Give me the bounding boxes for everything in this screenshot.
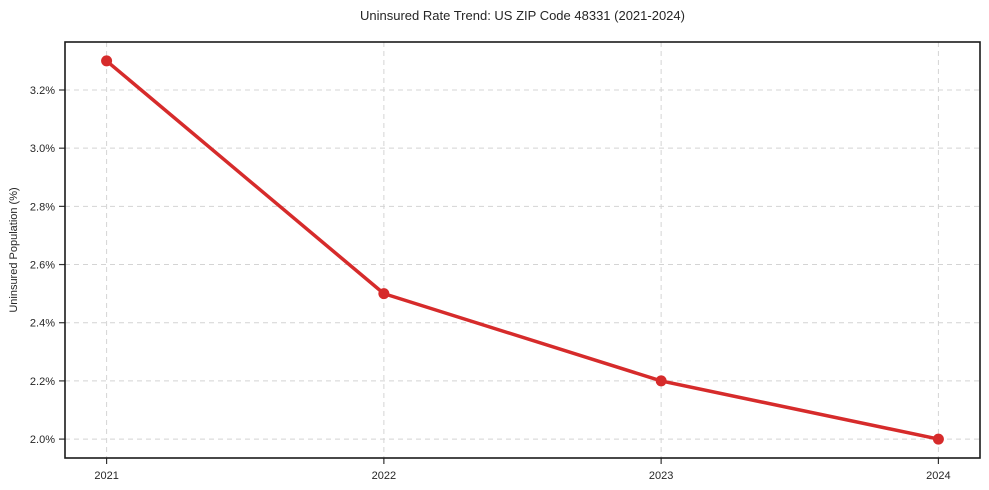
data-point-marker bbox=[655, 375, 667, 387]
x-tick-label: 2022 bbox=[372, 470, 396, 482]
data-point-marker bbox=[378, 288, 390, 300]
x-tick-label: 2024 bbox=[926, 470, 950, 482]
data-point-marker bbox=[101, 55, 113, 67]
y-tick-label: 3.0% bbox=[30, 143, 55, 155]
y-tick-label: 2.4% bbox=[30, 318, 55, 330]
x-tick-label: 2021 bbox=[94, 470, 118, 482]
x-tick-label: 2023 bbox=[649, 470, 673, 482]
y-tick-label: 3.2% bbox=[30, 85, 55, 97]
y-tick-label: 2.0% bbox=[30, 434, 55, 446]
chart-title: Uninsured Rate Trend: US ZIP Code 48331 … bbox=[360, 8, 685, 23]
data-point-marker bbox=[932, 433, 944, 445]
y-tick-label: 2.8% bbox=[30, 201, 55, 213]
y-axis-label-text: Uninsured Population (%) bbox=[8, 187, 20, 313]
plot-border bbox=[64, 41, 981, 459]
y-tick-label: 2.2% bbox=[30, 376, 55, 388]
y-tick-label: 2.6% bbox=[30, 260, 55, 272]
trend-line bbox=[104, 59, 941, 441]
